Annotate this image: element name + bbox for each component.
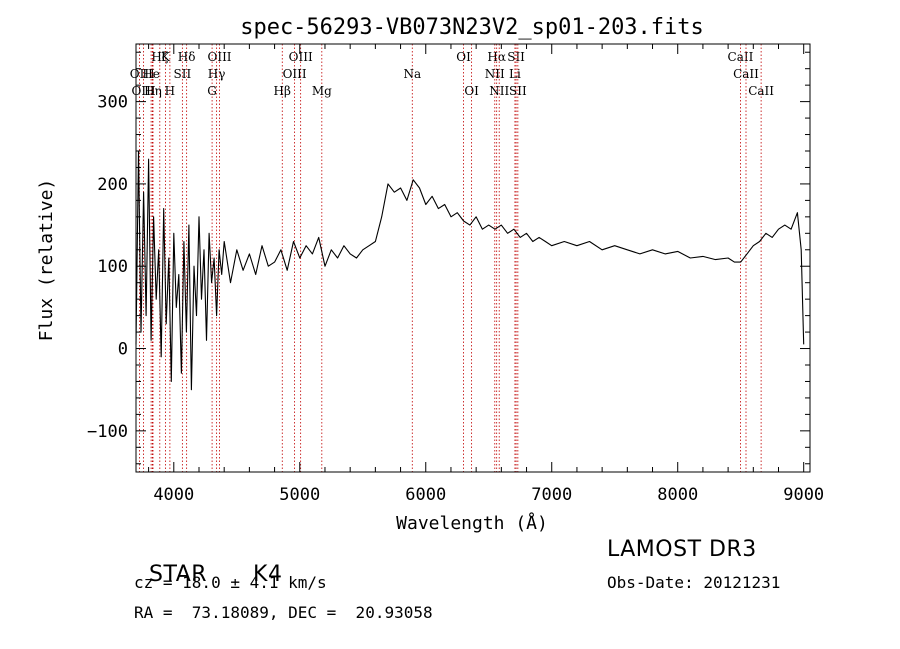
plot-frame (135, 43, 811, 473)
emission-line-label: Hδ (178, 50, 196, 64)
emission-line-label: Li (509, 67, 521, 81)
emission-line-label: SII (507, 50, 525, 64)
survey-name: LAMOST DR3 (607, 537, 757, 562)
emission-line-label: G (207, 84, 217, 98)
emission-line-label: OIII (289, 50, 313, 64)
y-tick-label: −100 (87, 422, 128, 442)
emission-line-label: OIII (283, 67, 307, 81)
x-tick-label: 6000 (405, 485, 446, 505)
emission-line-label: Hη (144, 84, 162, 98)
x-tick-label: 7000 (531, 485, 572, 505)
emission-line-label: NII (489, 84, 509, 98)
emission-line-label: CaII (733, 67, 759, 81)
y-axis-label: Flux (relative) (36, 179, 57, 342)
x-tick-label: 4000 (153, 485, 194, 505)
x-tick-label: 8000 (657, 485, 698, 505)
x-axis-label: Wavelength (Å) (396, 512, 548, 534)
emission-line-label: I (150, 67, 155, 81)
obs-date-line: Obs-Date: 20121231 (607, 573, 781, 592)
emission-line-label: He (142, 67, 160, 81)
emission-line-label: OIII (132, 84, 156, 98)
emission-line-label: Hα (487, 50, 506, 64)
y-tick-label: 0 (118, 340, 128, 360)
emission-line-label: OII (130, 67, 150, 81)
emission-line-label: Hγ (208, 67, 226, 81)
emission-line-label: H (165, 84, 175, 98)
emission-line-label: OIII (207, 50, 231, 64)
x-tick-label: 5000 (279, 485, 320, 505)
series-flux (135, 150, 805, 391)
emission-line-label: K (161, 50, 171, 64)
emission-line-label: OI (464, 84, 479, 98)
chart-title: spec-56293-VB073N23V2_sp01-203.fits (240, 15, 704, 40)
object-class-text: STAR (149, 562, 208, 587)
emission-line-label: CaII (728, 50, 754, 64)
emission-line-label: Mg (312, 84, 332, 98)
series-group (135, 150, 805, 391)
x-tick-label: 9000 (783, 485, 824, 505)
emission-line-label: SII (174, 67, 192, 81)
y-tick-label: 200 (97, 175, 128, 195)
axes: 4000 5000 6000 7000 8000 9000 −100 0 100 200 300 (87, 43, 824, 505)
subclass-text: K4 (253, 562, 283, 587)
y-tick-label: 100 (97, 257, 128, 277)
emission-line-label: NII (485, 67, 505, 81)
emission-line-label: OI (456, 50, 471, 64)
emission-line-label: Na (403, 67, 421, 81)
ra-dec-line: RA = 73.18089, DEC = 20.93058 (134, 603, 433, 622)
y-tick-label: 300 (97, 93, 128, 113)
emission-line-label: Hζ (151, 50, 168, 64)
object-class: STAR K4 (134, 537, 282, 587)
emission-line-label: CaII (748, 84, 774, 98)
emission-line-label: SII (509, 84, 527, 98)
redshift-line: cz = 18.0 ± 4.1 km/s (134, 573, 327, 592)
emission-line-label: Hβ (274, 84, 291, 98)
